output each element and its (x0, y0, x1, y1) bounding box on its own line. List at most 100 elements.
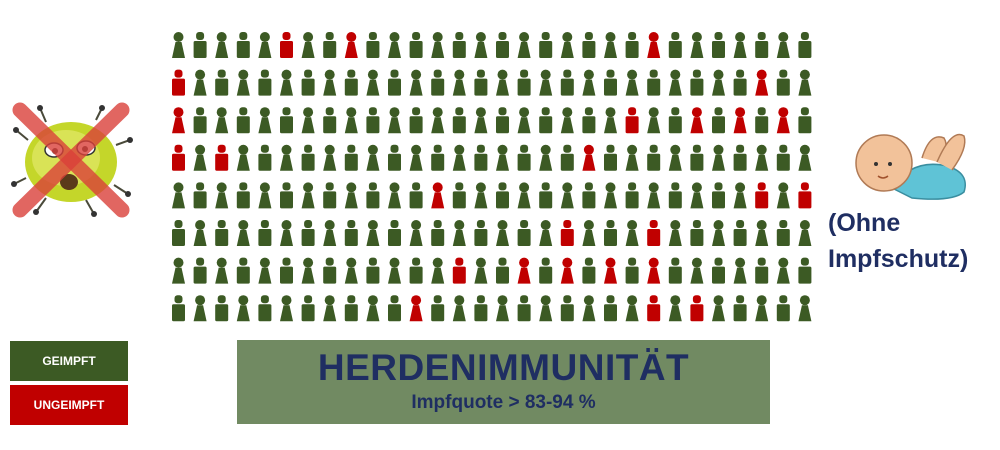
person-vaccinated (604, 220, 617, 246)
person-unvaccinated (560, 257, 574, 284)
person-vaccinated (668, 69, 682, 96)
population-grid (168, 28, 820, 328)
person-vaccinated (560, 144, 574, 171)
person-vaccinated (668, 182, 682, 209)
person-vaccinated (647, 144, 661, 171)
person-vaccinated (215, 220, 229, 246)
person-vaccinated (431, 220, 445, 246)
person-vaccinated (625, 182, 639, 209)
person-vaccinated (452, 220, 466, 246)
person-vaccinated (366, 107, 380, 134)
person-vaccinated (798, 69, 812, 96)
person-vaccinated (712, 69, 725, 96)
person-vaccinated (344, 69, 358, 96)
person-vaccinated (193, 295, 207, 322)
person-vaccinated (647, 182, 661, 209)
person-vaccinated (193, 32, 207, 58)
person-vaccinated (280, 220, 293, 246)
person-vaccinated (733, 69, 747, 96)
person-vaccinated (798, 32, 812, 58)
person-vaccinated (517, 69, 531, 96)
person-vaccinated (474, 107, 488, 134)
person-vaccinated (215, 107, 229, 134)
person-vaccinated (668, 107, 682, 134)
person-vaccinated (258, 182, 272, 209)
person-unvaccinated (755, 69, 769, 96)
person-vaccinated (431, 107, 445, 134)
person-vaccinated (236, 107, 250, 134)
person-vaccinated (582, 107, 596, 134)
person-unvaccinated (431, 182, 445, 209)
person-vaccinated (539, 144, 553, 171)
person-vaccinated (517, 144, 531, 171)
person-vaccinated (690, 32, 704, 58)
person-vaccinated (582, 69, 596, 96)
person-vaccinated (301, 220, 315, 246)
person-vaccinated (474, 69, 488, 96)
legend-unvaccinated: UNGEIMPFT (10, 385, 128, 425)
person-vaccinated (647, 69, 661, 96)
person-vaccinated (366, 182, 380, 209)
person-vaccinated (323, 257, 337, 284)
person-vaccinated (344, 144, 358, 171)
person-vaccinated (409, 182, 423, 209)
person-vaccinated (776, 257, 790, 284)
person-vaccinated (431, 69, 445, 96)
person-vaccinated (474, 32, 488, 58)
person-unvaccinated (776, 107, 790, 134)
person-vaccinated (452, 32, 466, 58)
person-vaccinated (625, 257, 639, 284)
person-vaccinated (366, 257, 380, 284)
person-vaccinated (539, 295, 553, 322)
person-vaccinated (280, 295, 293, 322)
person-vaccinated (776, 32, 790, 58)
person-vaccinated (388, 69, 401, 96)
legend-vaccinated: GEIMPFT (10, 341, 128, 381)
person-vaccinated (323, 220, 337, 246)
person-vaccinated (712, 295, 725, 322)
person-unvaccinated (517, 257, 531, 284)
person-vaccinated (172, 32, 185, 58)
person-vaccinated (712, 32, 725, 58)
person-vaccinated (776, 182, 790, 209)
herd-immunity-banner: HERDENIMMUNITÄT Impfquote > 83-94 % (237, 340, 770, 424)
person-vaccinated (582, 257, 596, 284)
person-vaccinated (798, 257, 812, 284)
unprotected-baby-note: (Ohne Impfschutz) (828, 205, 998, 277)
person-vaccinated (344, 295, 358, 322)
person-unvaccinated (344, 32, 358, 58)
person-vaccinated (712, 107, 725, 134)
person-vaccinated (323, 107, 337, 134)
legend-unvaccinated-label: UNGEIMPFT (33, 398, 105, 412)
person-vaccinated (193, 257, 207, 284)
person-vaccinated (755, 257, 769, 284)
person-vaccinated (733, 182, 747, 209)
person-vaccinated (474, 144, 488, 171)
person-vaccinated (560, 107, 574, 134)
person-vaccinated (690, 257, 704, 284)
person-vaccinated (215, 69, 229, 96)
person-unvaccinated (452, 257, 466, 284)
person-unvaccinated (733, 107, 747, 134)
person-vaccinated (496, 182, 509, 209)
person-unvaccinated (647, 220, 661, 246)
person-vaccinated (668, 295, 682, 322)
person-vaccinated (258, 220, 272, 246)
person-vaccinated (344, 107, 358, 134)
person-vaccinated (193, 107, 207, 134)
person-vaccinated (193, 182, 207, 209)
person-vaccinated (625, 69, 639, 96)
person-unvaccinated (280, 32, 293, 58)
person-vaccinated (452, 144, 466, 171)
person-vaccinated (388, 107, 401, 134)
person-vaccinated (366, 32, 380, 58)
person-vaccinated (625, 32, 639, 58)
person-vaccinated (236, 182, 250, 209)
person-vaccinated (539, 257, 553, 284)
person-vaccinated (712, 144, 725, 171)
person-vaccinated (388, 182, 401, 209)
person-vaccinated (625, 220, 639, 246)
person-vaccinated (560, 69, 574, 96)
person-vaccinated (236, 144, 250, 171)
person-vaccinated (431, 257, 445, 284)
